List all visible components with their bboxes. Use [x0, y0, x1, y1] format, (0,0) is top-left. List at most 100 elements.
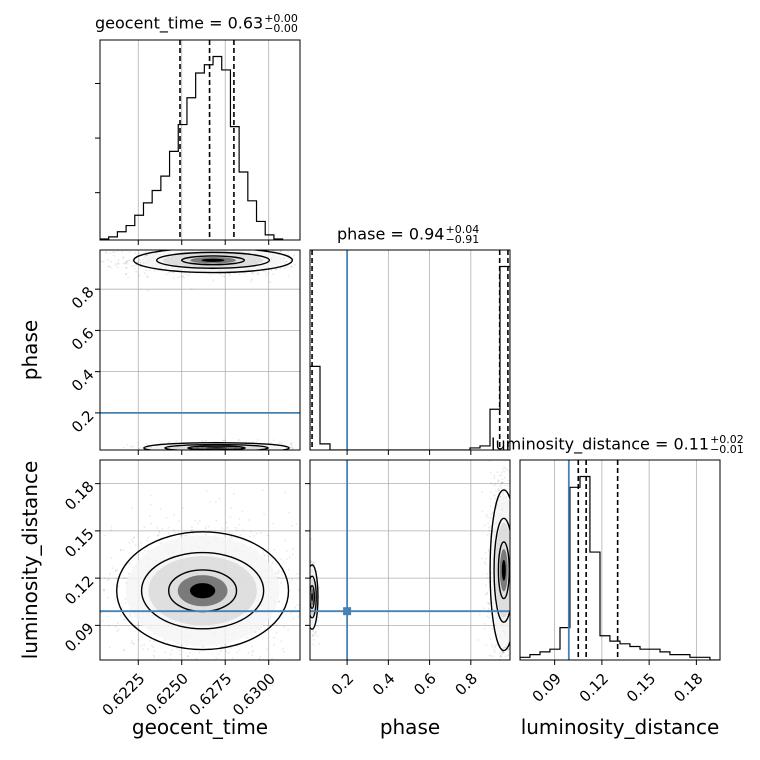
sample-point [280, 267, 282, 270]
sample-point [96, 603, 98, 605]
sample-point [189, 651, 192, 654]
sample-point [510, 615, 512, 617]
sample-point [295, 456, 297, 458]
sample-point [221, 275, 224, 278]
sample-point [505, 645, 508, 647]
sample-point [488, 616, 490, 619]
sample-point [318, 643, 321, 645]
sample-point [188, 273, 191, 276]
sample-point [493, 700, 495, 702]
sample-point [246, 636, 249, 639]
sample-point [149, 639, 151, 642]
sample-point [305, 594, 307, 596]
sample-point [167, 526, 170, 529]
sample-point [297, 589, 300, 592]
sample-point [306, 593, 308, 595]
sample-point [222, 246, 224, 248]
sample-point [516, 591, 518, 593]
sample-point [188, 244, 190, 246]
sample-point [169, 245, 171, 247]
sample-point [500, 486, 503, 489]
sample-point [515, 543, 517, 545]
sample-point [506, 665, 508, 667]
sample-point [127, 276, 129, 279]
sample-point [126, 444, 128, 446]
sample-point [184, 453, 186, 455]
sample-point [512, 605, 514, 607]
sample-point [512, 544, 514, 546]
sample-point [317, 625, 319, 628]
sample-point [483, 627, 486, 630]
sample-point [224, 439, 227, 442]
sample-point [515, 550, 517, 552]
sample-point [499, 475, 501, 477]
sample-point [518, 493, 520, 495]
sample-point [169, 242, 171, 244]
sample-point [152, 654, 155, 657]
sample-point [511, 565, 513, 567]
sample-point [511, 477, 513, 479]
sample-point [221, 645, 223, 648]
sample-point [279, 442, 282, 445]
sample-point [196, 244, 198, 246]
sample-point [183, 277, 186, 279]
sample-point [257, 271, 260, 273]
sample-point [512, 548, 514, 550]
sample-point [487, 548, 490, 551]
sample-point [140, 541, 143, 544]
sample-point [510, 569, 512, 571]
sample-point [195, 657, 198, 660]
sample-point [314, 631, 317, 634]
sample-point [110, 557, 113, 560]
sample-point [148, 681, 150, 683]
sample-point [114, 598, 117, 601]
sample-point [250, 280, 253, 282]
sample-point [228, 531, 231, 534]
sample-point [290, 444, 293, 447]
sample-point [146, 254, 149, 257]
sample-point [271, 563, 273, 566]
sample-point [80, 650, 82, 652]
sample-point [169, 658, 172, 660]
sample-point [108, 646, 111, 648]
sample-point [225, 650, 227, 653]
sample-point [238, 438, 241, 441]
sample-point [44, 256, 46, 258]
sample-point [500, 644, 502, 647]
sample-point [307, 590, 309, 592]
sample-point [512, 535, 514, 537]
sample-point [138, 252, 141, 255]
x-tick-label: 0.18 [670, 670, 706, 706]
sample-point [122, 446, 125, 449]
sample-point [287, 274, 290, 277]
sample-point [502, 456, 504, 458]
sample-point [148, 447, 150, 450]
sample-point [125, 261, 128, 264]
sample-point [513, 557, 515, 559]
sample-point [511, 536, 513, 538]
sample-point [286, 558, 288, 560]
sample-point [144, 549, 146, 552]
sample-point [277, 569, 280, 572]
sample-point [484, 593, 487, 596]
sample-point [255, 247, 257, 249]
sample-point [242, 247, 244, 249]
sample-point [305, 569, 307, 571]
sample-point [250, 278, 253, 281]
sample-point [265, 271, 267, 273]
sample-point [307, 634, 309, 636]
sample-point [287, 254, 290, 256]
sample-point [207, 241, 209, 243]
sample-point [117, 262, 120, 265]
sample-point [209, 500, 212, 503]
sample-point [137, 639, 140, 641]
sample-point [124, 602, 127, 604]
sample-point [507, 648, 510, 650]
sample-point [515, 649, 517, 651]
sample-point [119, 549, 122, 552]
sample-point [153, 650, 156, 652]
sample-point [280, 250, 282, 253]
sample-point [273, 643, 275, 646]
sample-point [187, 245, 189, 247]
sample-point [504, 467, 507, 470]
